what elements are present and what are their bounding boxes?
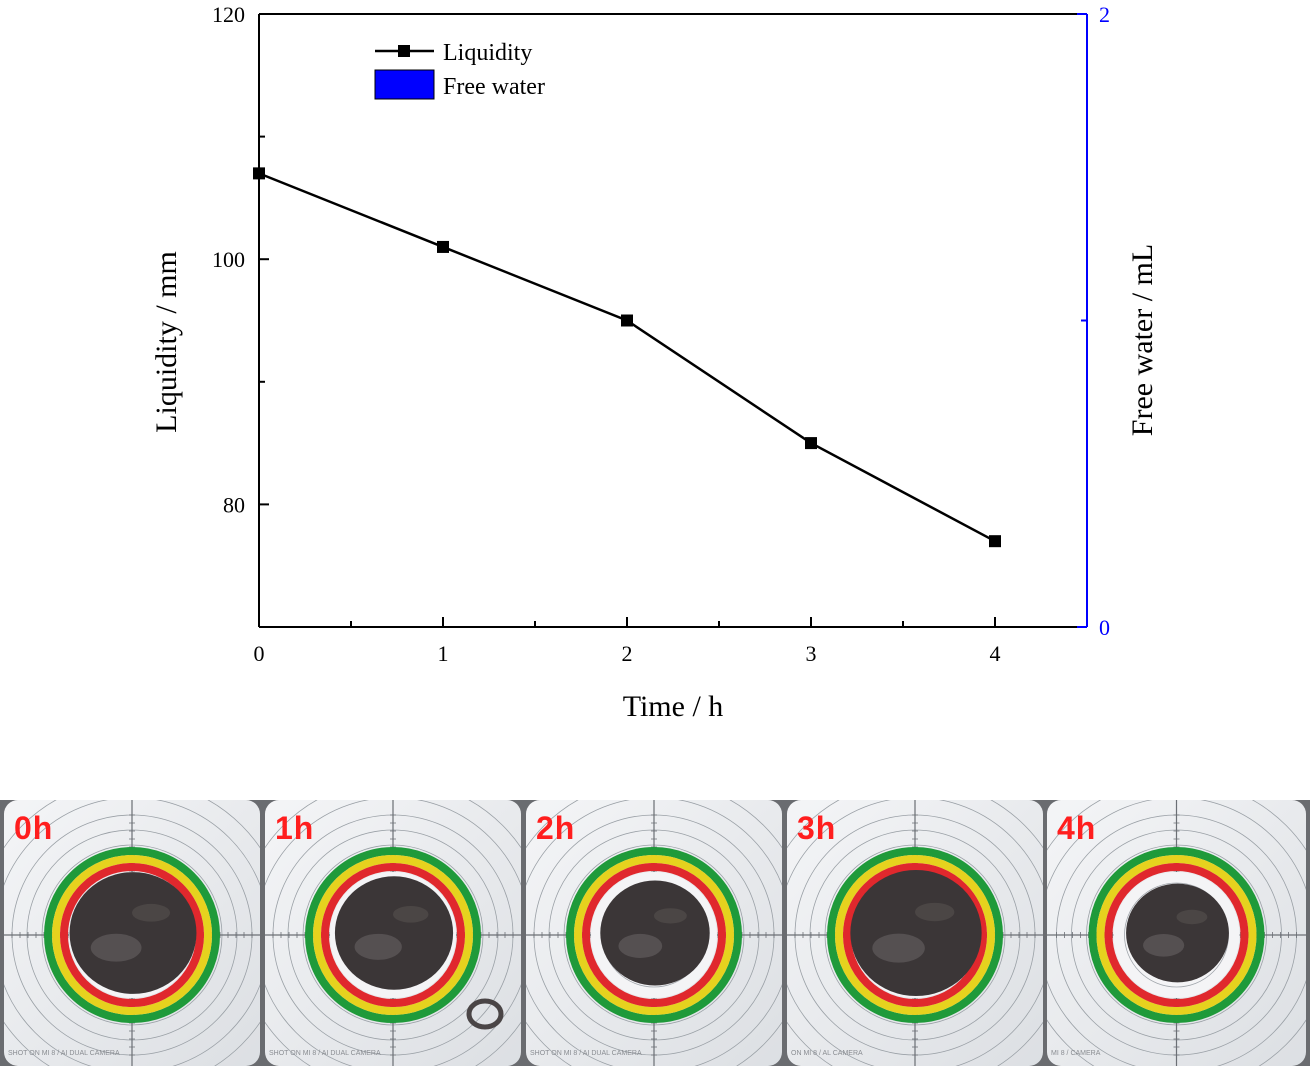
legend-liquidity-marker: [398, 45, 410, 57]
time-label: 2h: [536, 810, 576, 846]
flow-target-photo: [526, 800, 782, 1066]
legend: Liquidity Free water: [374, 40, 545, 100]
slurry-sheen: [872, 933, 925, 963]
red-band: [843, 863, 987, 1007]
y-left-tick-label: 120: [212, 2, 245, 27]
camera-watermark: ON MI 8 / AL CAMERA: [791, 1050, 863, 1057]
camera-watermark: SHOT ON MI 8 / AI DUAL CAMERA: [269, 1050, 381, 1057]
photo-strip: 0h SHOT ON MI 8 / AI DUAL CAMERA 1h SHOT ON…: [0, 800, 1310, 1066]
series-layer: [253, 167, 1001, 548]
liquidity-point: [437, 240, 449, 253]
green-band: [1088, 847, 1265, 1023]
x-tick-label: 3: [806, 641, 817, 666]
slurry-sheen: [393, 906, 429, 923]
photo-panel: 4h MI 8 / CAMERA: [1047, 800, 1306, 1066]
liquidity-point: [621, 314, 633, 327]
photo-panel: 2h SHOT ON MI 8 / AI DUAL CAMERA: [526, 800, 782, 1066]
x-tick-label: 1: [438, 641, 449, 666]
slurry-sheen: [654, 908, 687, 924]
photo-panel: 1h SHOT ON MI 8 / AI DUAL CAMERA: [265, 800, 521, 1066]
flow-target-photo: [4, 800, 260, 1066]
y-left-axis-label: Liquidity / mm: [150, 251, 183, 433]
yellow-band: [313, 855, 473, 1015]
liquidity-line: [258, 172, 996, 543]
slurry-sheen: [354, 933, 402, 960]
time-label: 3h: [797, 810, 837, 846]
legend-free-water-swatch: [374, 69, 435, 100]
slurry-spread: [850, 869, 982, 997]
liquidity-point: [253, 167, 265, 180]
red-band: [60, 863, 204, 1007]
camera-watermark: SHOT ON MI 8 / AI DUAL CAMERA: [530, 1050, 642, 1057]
y-right-tick-label: 2: [1099, 2, 1110, 27]
yellow-band: [835, 855, 995, 1015]
legend-label: Free water: [443, 74, 545, 100]
slurry-spread: [69, 872, 197, 994]
flow-target-photo: [787, 800, 1043, 1066]
camera-watermark: SHOT ON MI 8 / AI DUAL CAMERA: [8, 1050, 120, 1057]
slurry-sheen: [1143, 933, 1185, 957]
photo-panel: 0h SHOT ON MI 8 / AI DUAL CAMERA: [4, 800, 260, 1066]
plot-frame: [258, 13, 1088, 628]
liquidity-point: [989, 535, 1001, 548]
slurry-spread: [1126, 883, 1229, 983]
yellow-band: [52, 855, 212, 1015]
y-right-axis-label: Free water / mL: [1126, 244, 1159, 436]
residue-ring: [466, 998, 504, 1030]
red-band: [582, 863, 726, 1007]
camera-watermark: MI 8 / CAMERA: [1051, 1050, 1101, 1057]
green-band: [827, 847, 1003, 1023]
time-label: 4h: [1057, 810, 1097, 846]
x-tick-label: 2: [622, 641, 633, 666]
slurry-sheen: [618, 933, 663, 958]
red-band: [1104, 863, 1249, 1007]
slurry-spread: [334, 876, 454, 990]
red-band: [321, 863, 465, 1007]
right-axis: 20: [1077, 2, 1110, 640]
x-tick-label: 4: [990, 641, 1001, 666]
x-axis: 0 1 2 3 4: [254, 617, 1001, 666]
slurry-sheen: [1176, 909, 1208, 925]
slurry-sheen: [915, 902, 955, 922]
green-band: [44, 847, 220, 1023]
y-left-tick-label: 100: [212, 247, 245, 272]
slurry-spread: [600, 880, 710, 986]
x-axis-label: Time / h: [623, 690, 724, 723]
y-right-tick-label: 0: [1099, 615, 1110, 640]
slurry-sheen: [132, 903, 171, 922]
flow-target-photo: [1047, 800, 1306, 1066]
liquidity-point: [805, 437, 817, 450]
green-band: [566, 847, 742, 1023]
photo-panel: 3h ON MI 8 / AL CAMERA: [787, 800, 1043, 1066]
y-left-tick-label: 80: [223, 492, 245, 517]
green-band: [305, 847, 481, 1023]
flow-target-photo: [265, 800, 521, 1066]
x-tick-label: 0: [254, 641, 265, 666]
time-label: 0h: [14, 810, 54, 846]
time-label: 1h: [275, 810, 315, 846]
yellow-band: [1096, 855, 1257, 1015]
slurry-sheen: [90, 933, 142, 962]
left-axis: 120 100 80: [212, 2, 269, 628]
legend-label: Liquidity: [443, 40, 532, 66]
yellow-band: [574, 855, 734, 1015]
